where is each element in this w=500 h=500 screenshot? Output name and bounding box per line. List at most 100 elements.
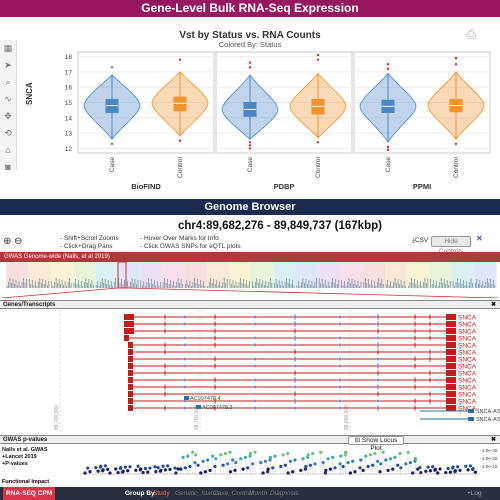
pvalue-point [263,459,267,463]
outlier-point [454,142,458,146]
pvalue-point [141,470,145,475]
pvalue-point [381,450,385,454]
pvalue-point [134,468,138,472]
snp-marker [183,406,187,410]
chromosome-band [206,262,229,288]
facet-label: PPMI [413,182,431,191]
exon-block [446,405,456,411]
pvalue-point [268,458,272,462]
pvalue-point [344,450,348,454]
snp-marker [376,322,380,326]
exon-block [446,328,456,334]
transcripts-track[interactable]: 89,700,000 89,750,000 89,800,000SNCASNCASN… [0,310,500,434]
pvalue-point [396,463,400,467]
pvalue-point [161,464,165,468]
close-icon[interactable]: ✖ [490,302,496,308]
chromosome-band [139,262,163,288]
snp-marker [338,343,342,347]
chart-subtitle: Colored By: Status [218,40,282,49]
small-gene-label: AC097478.4 [190,396,221,402]
pvalue-point [364,454,368,458]
facet-label: BioFIND [131,182,161,191]
pvalue-point [388,457,392,461]
snp-marker [376,315,380,319]
snp-marker [338,399,342,403]
group-by-genetic-status[interactable]: Genetic_Status [175,490,220,497]
pvalue-scatter[interactable]: 1.0e-30 1.0e-20 1.0e-10 [0,445,500,478]
snp-marker [253,378,257,382]
antisense-label: SNCA-AS [476,409,500,415]
zoom-in-icon[interactable]: ⊕ [3,236,12,247]
lasso-icon[interactable]: ∿ [4,94,12,104]
pvalue-point [386,468,390,472]
rna-seq-cpm-label[interactable]: RNA-SEQ CPM [3,487,56,500]
group-by-study[interactable]: Study [153,490,170,497]
exon-block [446,377,456,383]
hide-controls-button[interactable]: Hide Controls [431,236,471,255]
reset-icon[interactable]: ⟲ [4,128,12,138]
group-by-month[interactable]: Month [249,490,268,497]
snp-marker [253,343,257,347]
current-locus-window [117,262,127,289]
show-locus-plot-button[interactable]: ⊟ Show Locus Plot [348,436,404,452]
pvalue-point [96,469,100,473]
snp-marker [183,378,187,382]
grid-icon[interactable]: ▦ [3,43,13,53]
position-label: 89,700,000 [54,405,60,430]
pvalue-point [393,455,397,459]
pvalue-point [228,470,232,474]
pvalue-point [353,470,357,474]
chromosome-band [95,262,118,288]
pvalue-point [464,464,468,468]
pvalue-point [179,467,183,471]
pvalue-point [358,466,362,470]
pvalue-point [156,466,160,470]
chromosome-band [318,262,341,288]
csv-download-button[interactable]: ⤓CSV [412,237,429,244]
exon-block [128,342,133,348]
close-icon[interactable]: ✖ [490,437,496,443]
pvalue-point [196,463,200,467]
home-icon[interactable]: ⌂ [5,145,11,155]
pvalue-point [186,454,190,458]
pvalue-point [223,451,227,456]
cursor-icon[interactable]: ➤ [4,60,12,70]
pvalue-point [88,470,92,474]
pvalue-point [406,450,410,454]
zoom-out-icon[interactable]: ⊖ [14,236,23,247]
log-toggle[interactable]: +Log [467,490,482,497]
camera-icon[interactable]: ◙ [5,162,11,172]
x-tick-label: Case [385,157,392,173]
snp-marker [338,315,342,319]
export-icon[interactable]: ⎙ [466,27,476,41]
pvalue-point [366,464,370,469]
pvalue-point [398,451,402,456]
pvalue-point [248,454,252,458]
snp-marker [293,315,297,319]
x-tick-label: Control [315,156,322,178]
gwas-overview-track[interactable] [0,262,500,298]
pvalue-point [266,467,270,471]
snp-marker [338,385,342,389]
group-by-diagnosis[interactable]: Diagnosis [270,490,299,497]
outlier-point [386,67,390,71]
pan-icon[interactable]: ✥ [4,111,12,121]
snp-marker [338,364,342,368]
pvalue-point [328,467,332,471]
pvalue-point [99,464,103,468]
y-tick-label: 15 [65,100,73,107]
snp-marker [376,385,380,389]
outlier-point [316,58,320,61]
pvalue-point [251,462,255,466]
genome-browser-banner: Genome Browser [0,199,500,215]
zoom-icon[interactable]: ⌕ [5,77,11,87]
exon-block [128,370,133,376]
pvalue-point [413,459,417,463]
pvalue-point [239,457,243,461]
pvalue-point [338,462,342,466]
pvalue-point [174,471,178,475]
snp-marker [253,406,257,410]
pvalue-point [281,453,285,457]
pvalue-point [271,466,275,470]
group-by-case-control[interactable]: Case_Control [213,490,253,497]
